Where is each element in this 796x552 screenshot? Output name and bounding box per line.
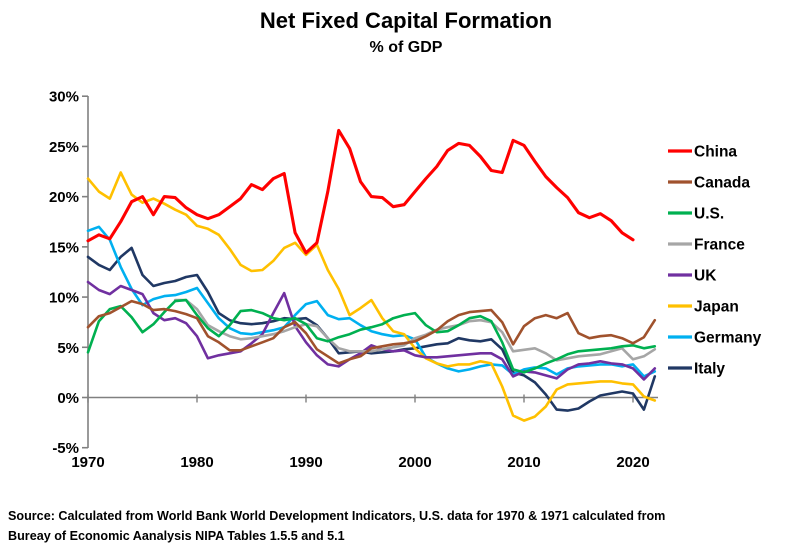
legend-item-china: China [668,144,737,161]
china-line [86,128,635,255]
legend-item-uk: UK [668,268,717,285]
japan-line [86,171,657,422]
y-tick-label-30%: 30% [49,89,79,106]
canada-legend-label: Canada [694,175,750,192]
us-line [86,298,657,374]
china-legend-label: China [694,144,737,161]
series-lines [86,128,657,422]
legend-item-france: France [668,237,745,254]
germany-line [86,225,657,378]
germany-legend-label: Germany [694,330,762,347]
y-tick-label-20%: 20% [49,189,79,206]
legend-item-us: U.S. [668,206,724,223]
italy-legend-label: Italy [694,361,725,378]
y-tick-label-5%: 5% [57,340,79,357]
x-tick-label-1980: 1980 [180,454,213,471]
axis-tick-labels: 30% 25% 20% 15% 10% 5% 0% -5%1970 1980 1990 2000 20… [49,89,650,471]
x-tick-label-2010: 2010 [507,454,540,471]
legend: China Canada U.S. France UK Japan Germany Italy [668,144,762,378]
y-tick-label-25%: 25% [49,139,79,156]
uk-line [86,280,657,381]
chart-subtitle: % of GDP [370,39,443,56]
x-tick-label-2000: 2000 [398,454,431,471]
y-tick-label-10%: 10% [49,290,79,307]
france-legend-label: France [694,237,745,254]
chart-title: Net Fixed Capital Formation [260,8,552,33]
x-tick-label-1970: 1970 [71,454,104,471]
canada-line [86,299,657,365]
y-tick-label-0%: 0% [57,390,79,407]
y-tick-label-15%: 15% [49,239,79,256]
legend-item-germany: Germany [668,330,762,347]
us-legend-label: U.S. [694,206,724,223]
x-tick-label-1990: 1990 [289,454,322,471]
source-line-2: Bureay of Economic Aanalysis NIPA Tables… [8,529,345,543]
x-tick-label-2020: 2020 [616,454,649,471]
source-line-1: Source: Calculated from World Bank World… [8,509,665,523]
legend-item-japan: Japan [668,299,739,316]
france-line [173,298,657,362]
italy-line [86,246,657,412]
uk-legend-label: UK [694,268,717,285]
japan-legend-label: Japan [694,299,739,316]
y-tick-label--5%: -5% [52,440,79,457]
axes [82,95,658,449]
legend-item-canada: Canada [668,175,750,192]
legend-item-italy: Italy [668,361,725,378]
